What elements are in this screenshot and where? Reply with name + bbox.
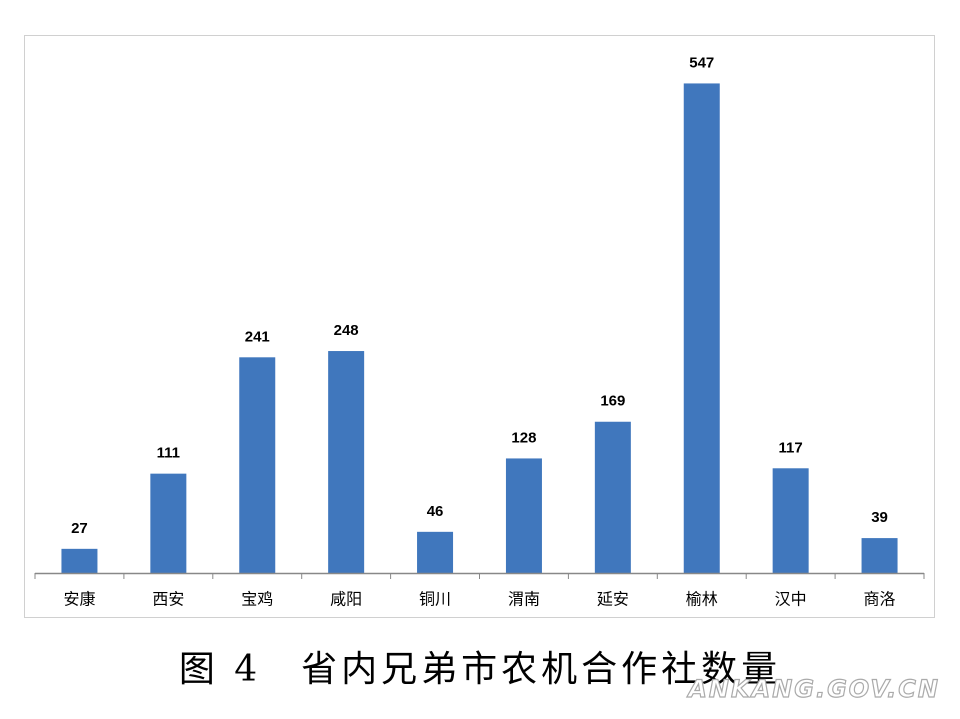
bar [239,357,276,573]
value-label: 39 [871,509,888,526]
bar [150,473,187,573]
chart-title: 图 4 省内兄弟市农机合作社数量 [179,649,781,690]
x-tick-label: 宝鸡 [241,590,273,609]
x-tick-label: 延安 [597,590,629,609]
x-tick-label: 榆林 [686,590,718,609]
bar [61,548,98,573]
value-label: 111 [157,445,180,462]
x-tick-label: 汉中 [775,590,807,609]
value-label: 248 [334,322,359,339]
value-label: 46 [427,503,444,520]
x-tick-label: 西安 [152,590,184,609]
watermark: ANKANG.GOV.CN [686,675,940,703]
value-label: 169 [600,393,625,410]
bar [594,421,631,573]
value-label: 117 [779,439,803,456]
bar [683,83,720,573]
x-tick-label: 安康 [63,590,95,609]
value-label: 128 [511,429,536,446]
value-label: 27 [71,520,88,537]
bar [328,351,365,573]
bar [417,531,454,573]
x-tick-label: 咸阳 [330,590,362,609]
bar [772,468,809,573]
value-label: 547 [689,54,714,71]
value-label: 241 [245,328,270,345]
x-tick-label: 商洛 [864,590,896,609]
x-tick-label: 渭南 [508,590,540,609]
bar [861,538,898,573]
x-tick-label: 铜川 [419,590,451,609]
bar [505,458,542,573]
